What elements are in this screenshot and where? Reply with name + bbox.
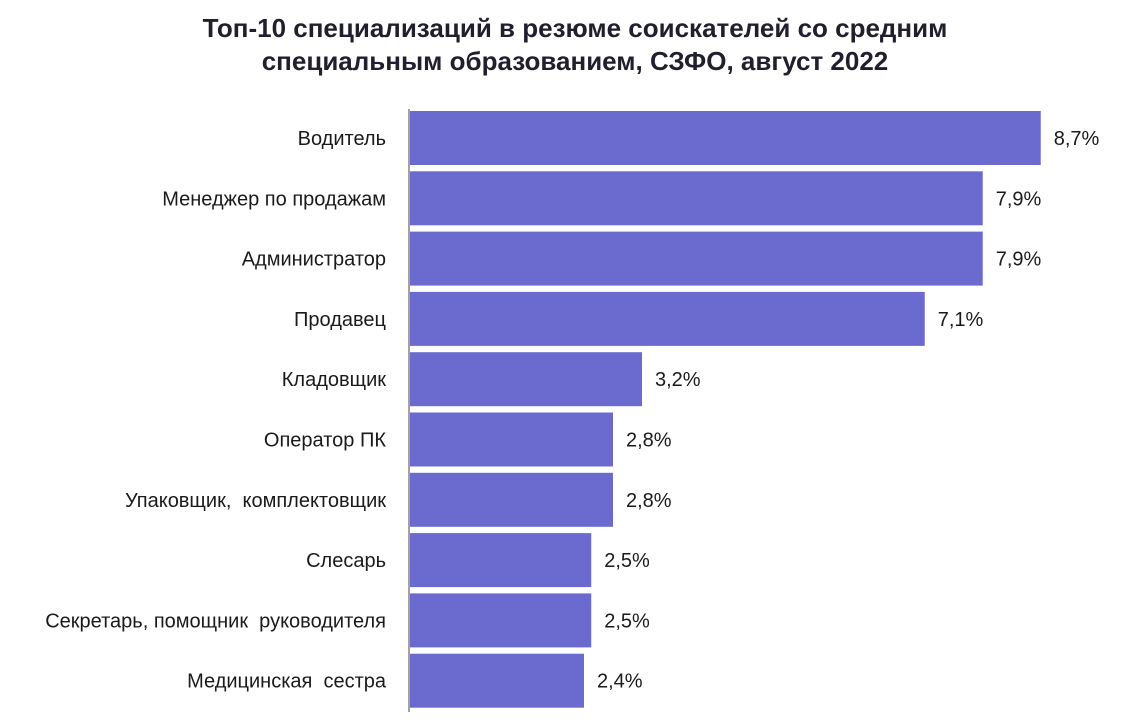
bars-group: Водитель 8,7% Менеджер по продажам 7,9% Адми… [45, 111, 1100, 708]
bar-0 [410, 111, 1041, 165]
bar-4 [410, 352, 642, 407]
value-label-2: 7,9% [996, 249, 1042, 271]
category-label-5: Оператор ПК [264, 430, 386, 452]
bar-8 [410, 593, 592, 648]
bar-6 [410, 472, 613, 527]
value-label-4: 3,2% [655, 369, 701, 391]
bar-5 [410, 412, 613, 467]
value-label-9: 2,4% [597, 671, 643, 693]
chart-title-line-1: Топ-10 специализаций в резюме соискателе… [202, 13, 948, 43]
category-label-0: Водитель [298, 128, 386, 150]
category-label-7: Слесарь [306, 550, 386, 572]
value-label-6: 2,8% [626, 490, 672, 512]
value-label-8: 2,5% [604, 610, 650, 632]
bar-3 [410, 291, 925, 346]
category-label-6: Упаковщик, комплектовщик [125, 490, 386, 512]
bar-7 [410, 533, 592, 588]
category-label-2: Администратор [242, 249, 386, 271]
category-label-8: Секретарь, помощник руководителя [45, 610, 386, 632]
category-label-9: Медицинская сестра [187, 671, 387, 693]
value-label-5: 2,8% [626, 430, 672, 452]
value-label-3: 7,1% [938, 309, 984, 331]
category-label-3: Продавец [294, 309, 386, 331]
chart-title-line-2: специальным образованием, СЗФО, август 2… [261, 46, 889, 76]
bar-2 [410, 231, 983, 286]
value-label-7: 2,5% [604, 550, 650, 572]
bar-9 [410, 653, 584, 708]
value-label-1: 7,9% [996, 188, 1042, 210]
bar-1 [410, 171, 983, 226]
category-label-1: Менеджер по продажам [162, 188, 386, 210]
chart-title: Топ-10 специализаций в резюме соискателе… [0, 12, 1126, 78]
value-label-0: 8,7% [1054, 128, 1100, 150]
category-label-4: Кладовщик [282, 369, 386, 391]
